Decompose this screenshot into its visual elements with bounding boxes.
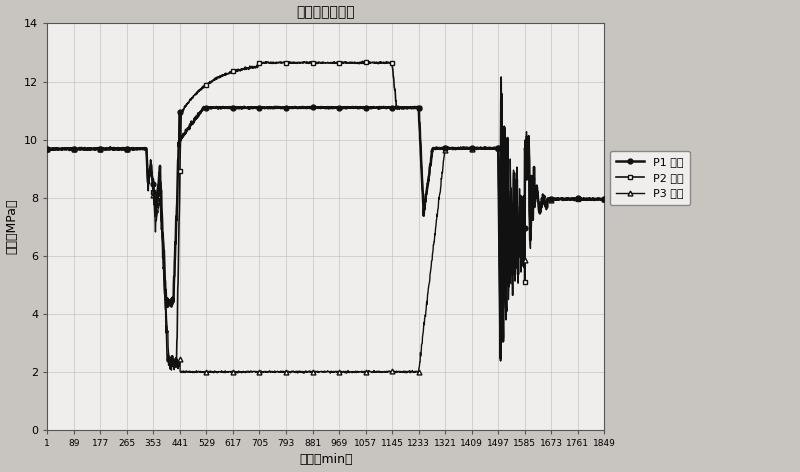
Title: 三层静压叠加图: 三层静压叠加图 — [297, 6, 355, 19]
P2 压力 — [42, 146, 52, 152]
P2 压力 — [457, 145, 466, 151]
P2 压力 — [54, 146, 64, 152]
Line: P1 压力: P1 压力 — [45, 92, 606, 361]
P3 压力 — [342, 371, 351, 376]
P1 压力 — [496, 355, 506, 361]
P2 压力 — [358, 59, 367, 64]
P3 压力 — [456, 146, 466, 152]
P1 压力 — [54, 146, 64, 152]
P3 压力 — [54, 147, 64, 152]
P2 压力 — [599, 196, 609, 202]
P3 压力 — [599, 197, 609, 202]
P2 压力 — [166, 366, 175, 372]
P2 压力 — [278, 60, 287, 66]
P3 压力 — [277, 369, 286, 374]
X-axis label: 时间（min）: 时间（min） — [299, 454, 353, 466]
P1 压力 — [599, 196, 609, 202]
P1 压力 — [42, 146, 52, 152]
Y-axis label: 压力（MPa）: 压力（MPa） — [6, 199, 18, 254]
P2 压力 — [88, 146, 98, 152]
P3 压力 — [42, 146, 52, 152]
P1 压力 — [310, 105, 319, 110]
P1 压力 — [222, 104, 231, 110]
P1 压力 — [456, 146, 466, 152]
P1 压力 — [277, 105, 286, 110]
Line: P3 压力: P3 压力 — [45, 90, 606, 376]
P1 压力 — [88, 146, 98, 152]
P3 压力 — [88, 145, 98, 151]
P3 压力 — [496, 89, 506, 95]
Legend: P1 压力, P2 压力, P3 压力: P1 压力, P2 压力, P3 压力 — [610, 151, 690, 205]
P2 压力 — [222, 71, 231, 77]
P1 压力 — [497, 91, 506, 97]
P3 压力 — [222, 369, 231, 375]
P3 压力 — [310, 370, 319, 375]
Line: P2 压力: P2 压力 — [45, 59, 606, 372]
P2 压力 — [310, 60, 320, 66]
